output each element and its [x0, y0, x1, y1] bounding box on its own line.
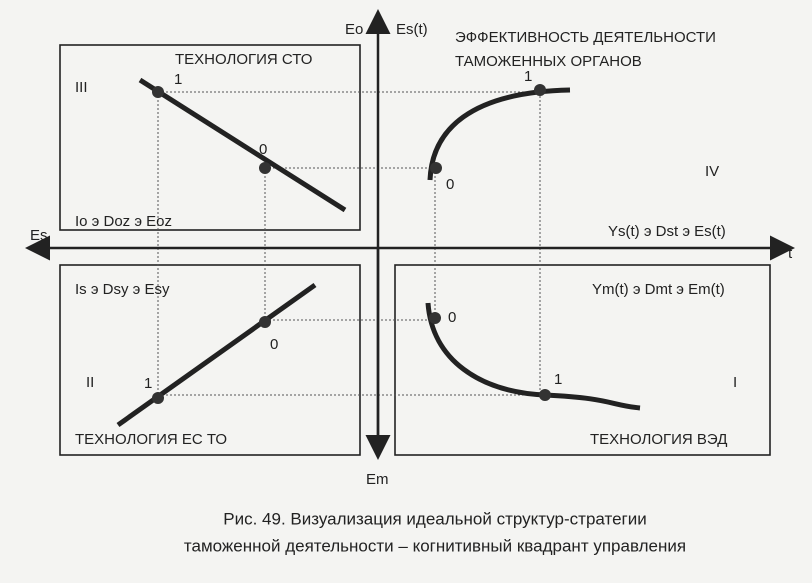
technology: ТЕХНОЛОГИЯ ЕС ТО: [75, 431, 227, 448]
curve: [116, 282, 317, 428]
axis-label: Em: [366, 471, 389, 488]
axis-label: t: [788, 245, 793, 262]
point-label: 1: [554, 371, 562, 388]
quadrant-numeral: I: [733, 374, 737, 391]
curve: [138, 77, 347, 213]
quadrant-numeral: IV: [705, 163, 719, 180]
axis-label: Eo: [345, 21, 363, 38]
formula: Ym(t) э Dmt э Em(t): [592, 281, 725, 298]
quadrant-box: [59, 264, 361, 456]
technology: ТЕХНОЛОГИЯ ВЭД: [590, 431, 727, 448]
formula: Io э Doz э Eoz: [75, 213, 172, 230]
point-label: 0: [270, 336, 278, 353]
curve: [427, 87, 571, 181]
point-label: 1: [174, 71, 182, 88]
title: ЭФФЕКТИВНОСТЬ ДЕЯТЕЛЬНОСТИ: [455, 29, 716, 46]
point-label: 0: [259, 141, 267, 158]
title: ТАМОЖЕННЫХ ОРГАНОВ: [455, 53, 642, 70]
technology: ТЕХНОЛОГИЯ СТО: [175, 51, 312, 68]
point-label: 1: [524, 68, 532, 85]
point-label: 0: [448, 309, 456, 326]
quadrant-numeral: III: [75, 79, 88, 96]
axis-label: Es(t): [396, 21, 428, 38]
points: [152, 84, 551, 404]
quadrant-box: [394, 264, 771, 456]
curve: [425, 302, 641, 411]
caption: Рис. 49. Визуализация идеальной структур…: [223, 509, 646, 528]
formula: Ys(t) э Dst э Es(t): [608, 223, 726, 240]
formula: Is э Dsy э Esy: [75, 281, 170, 298]
quadrant-box: [59, 44, 361, 231]
axis-label: Es: [30, 227, 48, 244]
point-label: 0: [446, 176, 454, 193]
quadrant-numeral: II: [86, 374, 94, 391]
guides: [157, 91, 545, 398]
point-label: 1: [144, 375, 152, 392]
caption: таможенной деятельности – когнитивный кв…: [184, 536, 686, 555]
